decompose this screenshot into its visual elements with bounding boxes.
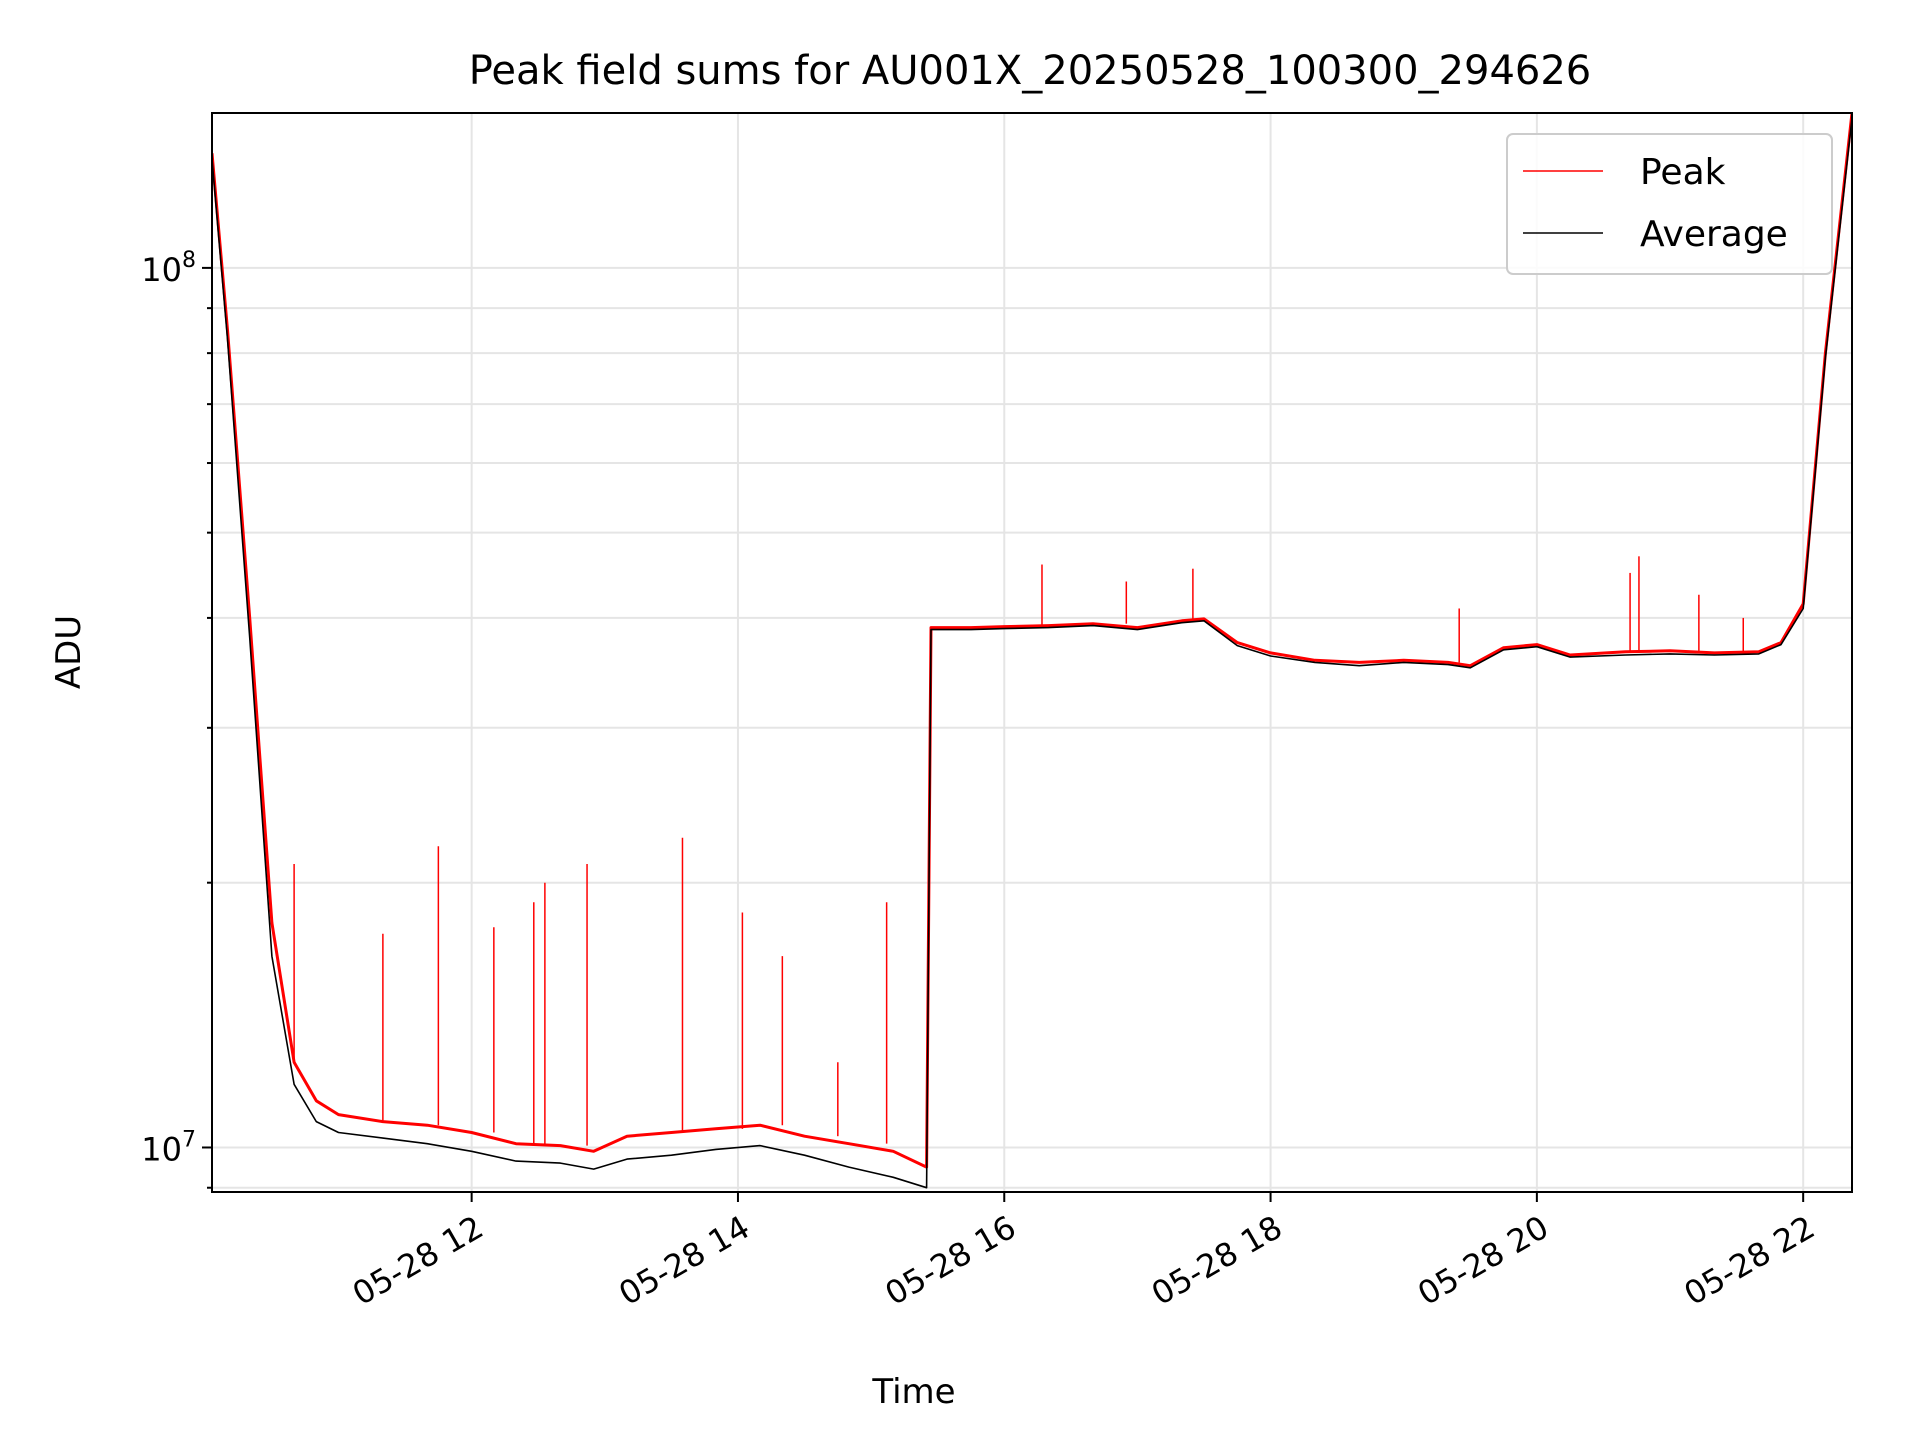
series-line-average	[212, 118, 1852, 1189]
legend: Peak Average	[1506, 133, 1833, 275]
x-axis-label: Time	[871, 1372, 955, 1412]
legend-label-average: Average	[1640, 214, 1788, 255]
legend-box	[1506, 133, 1833, 275]
legend-label-peak: Peak	[1640, 152, 1726, 193]
y-axis: 107 108	[141, 248, 212, 1189]
chart-title: Peak field sums for AU001X_20250528_1003…	[469, 48, 1592, 94]
series-line-peak	[212, 113, 1852, 1169]
y-axis-label: ADU	[49, 615, 89, 689]
plot-frame	[211, 112, 1853, 1193]
y-tick-label: 107	[141, 1127, 196, 1168]
y-tick-label: 108	[141, 248, 196, 289]
series-layer	[212, 113, 1852, 1189]
